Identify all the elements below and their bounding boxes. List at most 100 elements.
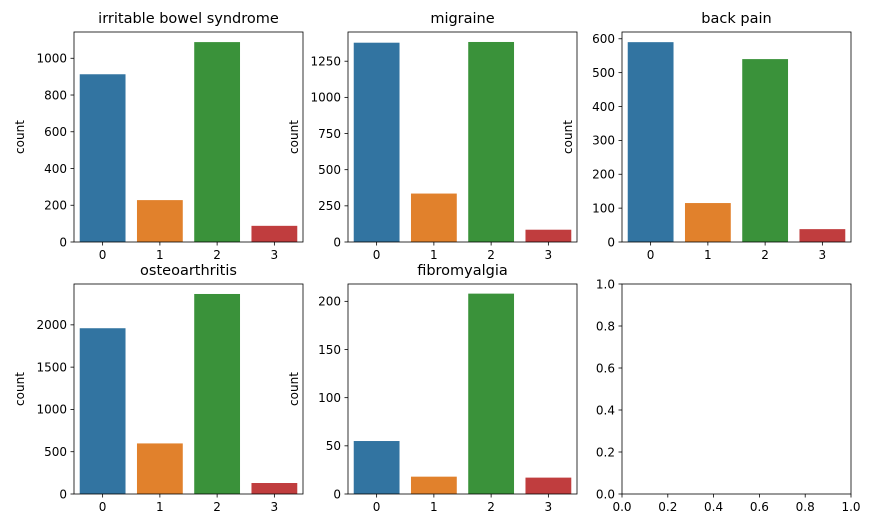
y-tick-label: 150: [318, 343, 341, 357]
y-tick-label: 0.4: [596, 403, 615, 417]
y-tick-label: 1000: [36, 403, 67, 417]
y-tick-label: 100: [592, 201, 615, 215]
subplot-0: 0 200 400 600 800 1000 0 1 2 3 count irritable bowe…: [13, 11, 304, 262]
y-tick-label: 0: [333, 235, 341, 249]
bar-3: [525, 229, 572, 242]
axes-frame: [347, 283, 578, 495]
x-tick-label: 0.6: [750, 500, 769, 514]
x-tick-label: 3: [271, 500, 279, 514]
y-tick-label: 200: [592, 168, 615, 182]
y-tick-label: 100: [318, 391, 341, 405]
x-tick-label: 3: [271, 248, 279, 262]
bar-2: [468, 41, 515, 243]
x-tick-label: 0.8: [796, 500, 815, 514]
bar-3: [525, 477, 572, 494]
subplot-title: fibromyalgia: [417, 263, 508, 279]
subplot-4: 0 50 100 150 200 0 1 2 3 count fibromyalgia: [287, 263, 578, 514]
x-tick-label: 2: [213, 248, 221, 262]
x-tick-label: 1: [430, 248, 438, 262]
subplot-title: osteoarthritis: [140, 263, 237, 279]
y-tick-label: 0.0: [596, 487, 615, 501]
y-tick-label: 1250: [310, 55, 341, 69]
x-tick-label: 1: [704, 248, 712, 262]
y-tick-label: 400: [592, 100, 615, 114]
y-axis-label: count: [287, 120, 301, 154]
y-axis-label: count: [13, 120, 27, 154]
bar-1: [136, 443, 183, 494]
subplot-2: 0 100 200 300 400 500 600 0 1 2 3 count back pain: [561, 11, 852, 262]
x-tick-label: 0.4: [704, 500, 723, 514]
bar-0: [627, 42, 674, 242]
y-tick-label: 750: [318, 127, 341, 141]
y-tick-label: 600: [592, 32, 615, 46]
bar-2: [194, 42, 241, 242]
bar-0: [353, 42, 400, 243]
x-tick-label: 3: [819, 248, 827, 262]
x-tick-label: 2: [761, 248, 769, 262]
bar-3: [799, 229, 846, 242]
bar-2: [468, 293, 515, 494]
y-tick-label: 1000: [36, 52, 67, 66]
y-tick-label: 500: [318, 163, 341, 177]
y-axis-label: count: [13, 372, 27, 406]
bar-3: [251, 225, 298, 242]
x-tick-label: 0.0: [612, 500, 631, 514]
bar-3: [251, 483, 298, 494]
subplot-3: 0 500 1000 1500 2000 0 1 2 3 count osteoarthritis: [13, 263, 304, 514]
y-tick-label: 0: [333, 487, 341, 501]
x-tick-label: 2: [213, 500, 221, 514]
y-tick-label: 1.0: [596, 277, 615, 291]
x-tick-label: 0: [99, 248, 107, 262]
bar-1: [410, 476, 457, 494]
subplot-1: 0 250 500 750 1000 1250 0 1 2 3 count migraine: [287, 11, 578, 262]
y-tick-label: 0: [59, 487, 67, 501]
y-tick-label: 1500: [36, 360, 67, 374]
bar-1: [684, 203, 731, 242]
y-tick-label: 500: [592, 66, 615, 80]
y-tick-label: 0.2: [596, 445, 615, 459]
axes-frame: [347, 31, 578, 243]
y-tick-label: 0: [59, 235, 67, 249]
bar-0: [79, 328, 126, 494]
subplot-title: irritable bowel syndrome: [98, 11, 279, 27]
y-axis-label: count: [561, 120, 575, 154]
subplot-5: 0.0 0.2 0.4 0.6 0.8 1.0 0.0 0.2 0.4 0.6 0.8 1.0: [596, 277, 861, 514]
y-tick-label: 800: [44, 88, 67, 102]
x-tick-label: 2: [487, 500, 495, 514]
axes-frame: [621, 31, 852, 243]
x-tick-label: 0: [373, 500, 381, 514]
x-tick-label: 0: [647, 248, 655, 262]
y-tick-label: 250: [318, 199, 341, 213]
bar-2: [194, 293, 241, 494]
x-tick-label: 3: [545, 248, 553, 262]
x-tick-label: 0: [373, 248, 381, 262]
x-tick-label: 3: [545, 500, 553, 514]
y-tick-label: 400: [44, 162, 67, 176]
subplot-title: migraine: [430, 11, 494, 27]
axes-frame: [621, 283, 852, 495]
x-tick-label: 1: [156, 500, 164, 514]
x-tick-label: 0.2: [658, 500, 677, 514]
bar-1: [136, 200, 183, 242]
y-tick-label: 200: [318, 295, 341, 309]
bar-0: [353, 441, 400, 494]
y-tick-label: 2000: [36, 318, 67, 332]
y-tick-label: 300: [592, 134, 615, 148]
bar-1: [410, 193, 457, 242]
x-tick-label: 1: [156, 248, 164, 262]
x-tick-label: 1.0: [841, 500, 860, 514]
y-tick-label: 50: [326, 439, 341, 453]
y-tick-label: 0: [607, 235, 615, 249]
y-tick-label: 600: [44, 125, 67, 139]
y-tick-label: 500: [44, 445, 67, 459]
y-tick-label: 1000: [310, 91, 341, 105]
x-tick-label: 0: [99, 500, 107, 514]
subplot-title: back pain: [701, 11, 771, 27]
x-tick-label: 1: [430, 500, 438, 514]
axes-frame: [73, 31, 304, 243]
bar-0: [79, 74, 126, 242]
y-tick-label: 200: [44, 199, 67, 213]
x-tick-label: 2: [487, 248, 495, 262]
bar-2: [742, 59, 789, 242]
